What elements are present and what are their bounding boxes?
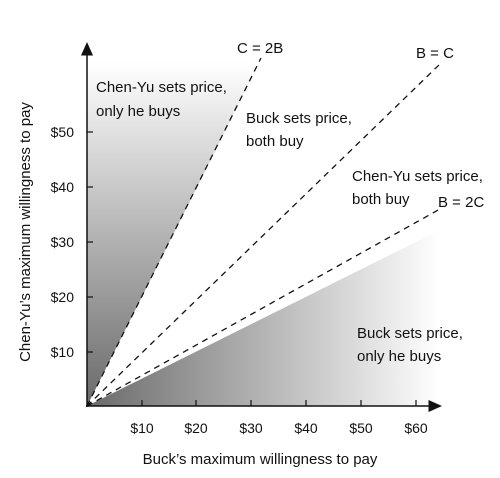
line-label-b-c: B = C — [416, 45, 454, 62]
y-tick-label: $10 — [51, 344, 75, 360]
region-label-middle-lower: Chen-Yu sets price, both buy — [352, 168, 487, 208]
y-axis-title: Chen-Yu’s maximum willingness to pay — [17, 102, 34, 362]
line-label-b-2c: B = 2C — [438, 194, 484, 211]
y-tick-label: $30 — [51, 234, 75, 250]
region-label-upper: Chen-Yu sets price, only he buys — [96, 79, 231, 120]
line-b-equals-2c — [86, 208, 441, 407]
x-tick-label: $20 — [184, 420, 208, 436]
x-tick-label: $40 — [294, 420, 318, 436]
x-axis-title: Buck’s maximum willingness to pay — [143, 451, 378, 468]
x-ticks — [141, 400, 417, 406]
line-b-equals-c — [86, 63, 441, 407]
x-tick-label: $60 — [404, 420, 428, 436]
line-label-c-2b: C = 2B — [237, 40, 283, 57]
x-tick-label: $10 — [130, 420, 154, 436]
y-ticks — [87, 131, 93, 353]
line-c-equals-2b — [86, 57, 262, 407]
y-tick-label: $40 — [51, 179, 75, 195]
x-tick-label: $50 — [349, 420, 373, 436]
y-tick-label: $20 — [51, 289, 75, 305]
region-label-lower: Buck sets price, only he buys — [357, 325, 467, 365]
x-tick-label: $30 — [239, 420, 263, 436]
y-tick-label: $50 — [51, 124, 75, 140]
region-lower-shaded — [87, 230, 440, 406]
region-label-middle-upper: Buck sets price, both buy — [246, 110, 356, 150]
